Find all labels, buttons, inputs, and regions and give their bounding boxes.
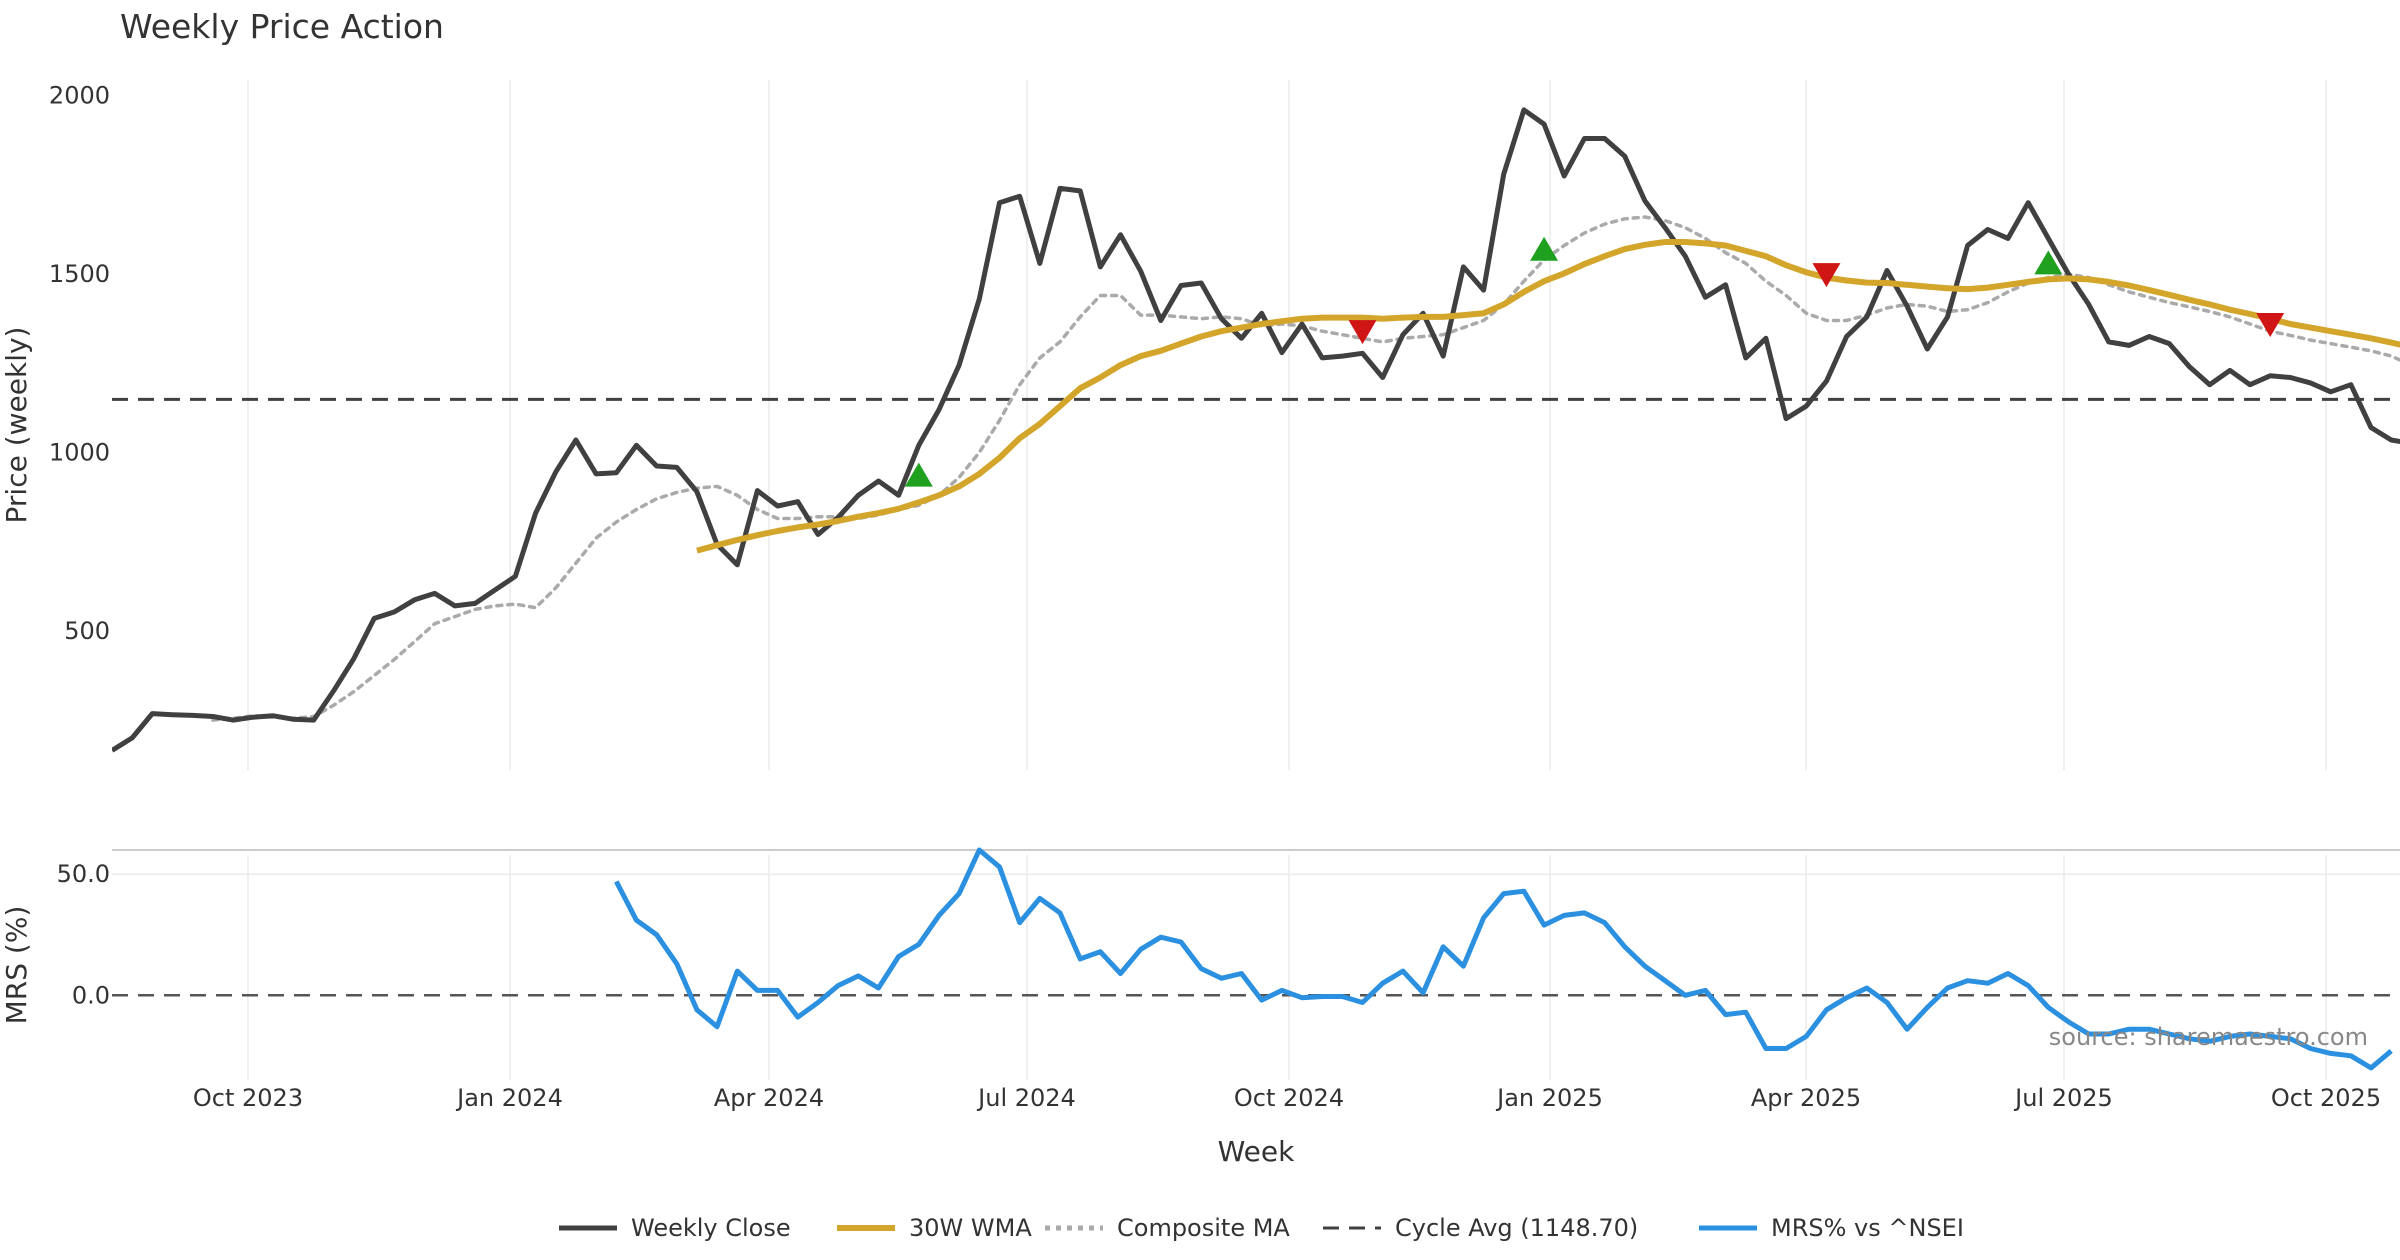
x-tick-label: Oct 2025 [2271,1084,2381,1112]
composite-ma-line [211,215,2400,722]
price-y-tick-label: 500 [64,617,110,645]
sell-signal-marker [1812,263,1841,288]
wma-30-line [696,239,2400,554]
x-tick-label: Oct 2024 [1234,1084,1344,1112]
legend-label: MRS% vs ^NSEI [1771,1214,1964,1242]
price-y-label: Price (weekly) [0,327,33,524]
x-tick-label: Jan 2024 [455,1084,563,1112]
price-y-tick-label: 2000 [49,82,110,110]
legend-label: Composite MA [1117,1214,1290,1242]
x-tick-label: Oct 2023 [193,1084,303,1112]
x-tick-label: Apr 2024 [714,1084,824,1112]
x-tick-label: Apr 2025 [1751,1084,1861,1112]
legend-label: Cycle Avg (1148.70) [1395,1214,1638,1242]
mrs-line [614,847,2393,1071]
mrs-grid [112,855,2400,1080]
source-credit: source: sharemaestro.com [2049,1023,2368,1051]
mrs-y-tick-label: 50.0 [57,860,110,888]
x-ticks: Oct 2023 Jan 2024 Apr 2024 Jul 2024 Oct 2024… [193,1084,2381,1112]
chart-title: Weekly Price Action [120,7,444,46]
price-grid [247,80,2327,770]
mrs-y-tick-label: 0.0 [72,981,110,1009]
weekly-close-line [112,107,2400,753]
sell-signal-marker [1348,320,1377,345]
mrs-y-label: MRS (%) [0,906,33,1025]
mrs-y-ticks: 0.0 50.0 [57,860,110,1009]
x-tick-label: Jul 2025 [2013,1084,2113,1112]
buy-signal-marker [904,462,933,487]
signals-layer [904,236,2285,487]
x-tick-label: Jan 2025 [1495,1084,1603,1112]
price-y-tick-label: 1500 [49,260,110,288]
x-axis-label: Week [1218,1135,1295,1168]
legend-label: 30W WMA [909,1214,1032,1242]
price-y-tick-label: 1000 [49,438,110,466]
x-tick-label: Jul 2024 [976,1084,1076,1112]
sell-signal-marker [2256,313,2285,338]
legend: Weekly Close 30W WMA Composite MA Cycle Avg… [559,1214,1964,1242]
legend-label: Weekly Close [631,1214,791,1242]
buy-signal-marker [1530,236,1559,261]
series-layer [112,107,2400,1071]
buy-signal-marker [2034,250,2063,275]
price-y-ticks: 500 1000 1500 2000 [49,82,110,645]
